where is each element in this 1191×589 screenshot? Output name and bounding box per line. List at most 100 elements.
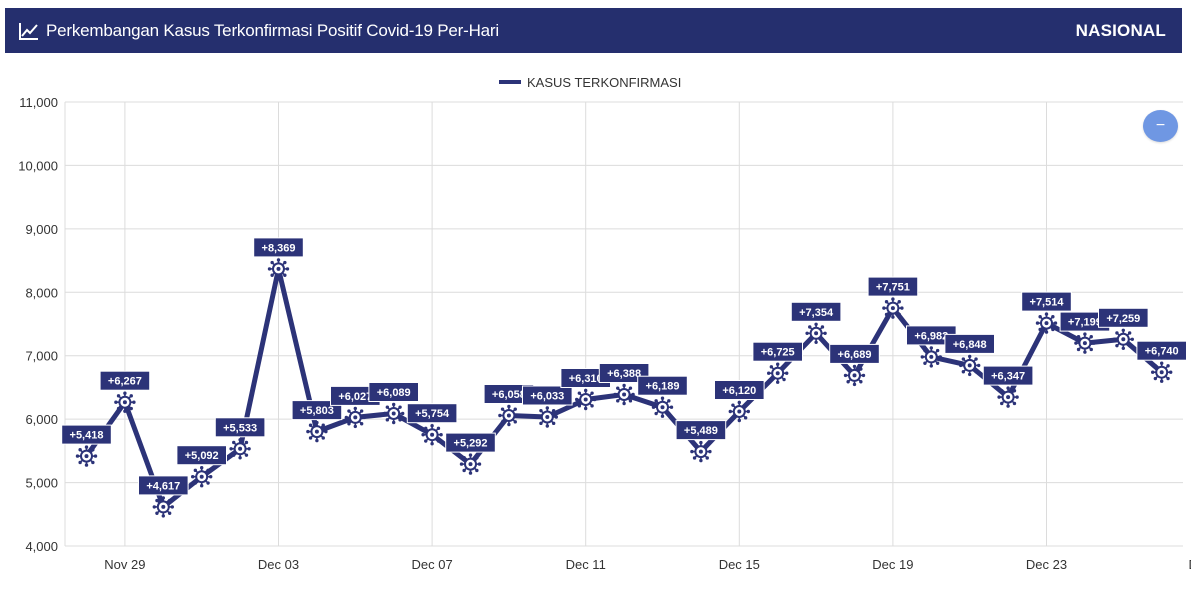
virus-spike-tip bbox=[1035, 321, 1040, 325]
virus-spike-tip bbox=[690, 449, 694, 454]
virus-spike-tip bbox=[91, 460, 95, 465]
virus-core bbox=[353, 415, 358, 420]
virus-spike-tip bbox=[820, 337, 825, 342]
virus-core bbox=[622, 392, 627, 397]
virus-spike-tip bbox=[232, 440, 236, 445]
virus-spike-tip bbox=[1160, 361, 1164, 365]
virus-core bbox=[391, 411, 396, 416]
virus-spike-tip bbox=[1127, 343, 1132, 348]
virus-spike-tip bbox=[767, 371, 771, 375]
data-label-text: +6,388 bbox=[607, 368, 641, 380]
virus-spike-tip bbox=[385, 418, 390, 422]
virus-spike-tip bbox=[897, 300, 901, 304]
virus-spike-tip bbox=[577, 391, 582, 395]
virus-spike-tip bbox=[209, 475, 213, 479]
virus-spike-tip bbox=[78, 448, 82, 452]
virus-spike-tip bbox=[1115, 331, 1119, 335]
virus-marker-icon bbox=[191, 466, 213, 488]
data-label-box bbox=[982, 365, 1034, 386]
data-label-box bbox=[99, 370, 151, 391]
legend[interactable]: KASUS TERKONFIRMASI bbox=[499, 75, 681, 90]
virus-marker-icon bbox=[229, 438, 251, 460]
virus-spike-tip bbox=[539, 421, 543, 426]
virus-spike-tip bbox=[359, 409, 364, 413]
virus-spike-tip bbox=[1012, 401, 1017, 406]
virus-marker-icon bbox=[843, 364, 866, 387]
virus-spike-tip bbox=[91, 448, 95, 452]
axis-layer: 4,000 5,000 6,000 7,000 8,000 9,000 10,000 11,0… bbox=[18, 95, 1191, 572]
virus-spike-tip bbox=[974, 357, 978, 361]
data-label: +6,725 bbox=[752, 341, 804, 362]
virus-spike-tip bbox=[232, 453, 236, 457]
virus-marker-icon bbox=[421, 424, 443, 446]
virus-spike-tip bbox=[584, 388, 588, 393]
virus-spike-tip bbox=[1160, 379, 1164, 383]
data-label: +5,754 bbox=[406, 403, 458, 424]
legend-label: KASUS TERKONFIRMASI bbox=[527, 75, 681, 90]
virus-spike-tip bbox=[545, 406, 549, 410]
virus-spike-tip bbox=[308, 436, 313, 440]
virus-spike-tip bbox=[808, 325, 812, 329]
virus-spike-tip bbox=[308, 423, 313, 427]
data-label-box bbox=[61, 424, 112, 445]
virus-spike-tip bbox=[861, 373, 866, 378]
virus-spike-tip bbox=[475, 468, 479, 473]
virus-spike-tip bbox=[814, 340, 818, 344]
data-label-text: +6,740 bbox=[1145, 346, 1179, 358]
data-label-text: +5,489 bbox=[684, 425, 718, 437]
virus-spike-tip bbox=[359, 422, 364, 426]
data-label: +6,267 bbox=[99, 370, 151, 391]
virus-core bbox=[814, 331, 819, 336]
virus-spike-tip bbox=[1089, 335, 1093, 339]
virus-core bbox=[161, 504, 166, 509]
virus-spike-tip bbox=[728, 409, 732, 414]
virus-spike-tip bbox=[462, 468, 466, 473]
virus-spike-tip bbox=[132, 400, 136, 404]
data-label-box bbox=[714, 380, 765, 400]
virus-spike-tip bbox=[785, 371, 789, 375]
virus-spike-tip bbox=[459, 462, 464, 466]
virus-spike-tip bbox=[1166, 376, 1170, 381]
virus-spike-tip bbox=[823, 331, 827, 335]
virus-spike-tip bbox=[782, 377, 786, 382]
virus-spike-tip bbox=[516, 413, 520, 418]
virus-spike-tip bbox=[929, 364, 933, 368]
data-label: +5,489 bbox=[675, 420, 727, 441]
virus-core bbox=[737, 409, 742, 414]
virus-spike-tip bbox=[1044, 330, 1049, 334]
data-label-text: +7,514 bbox=[1030, 297, 1065, 309]
virus-marker-icon bbox=[920, 346, 942, 368]
data-label-text: +8,369 bbox=[262, 242, 296, 254]
chart-container: 4,000 5,000 6,000 7,000 8,000 9,000 10,000 11,0… bbox=[0, 62, 1191, 584]
virus-spike-tip bbox=[961, 357, 966, 361]
virus-spike-tip bbox=[1127, 331, 1132, 335]
virus-spike-tip bbox=[321, 436, 325, 440]
virus-spike-tip bbox=[324, 429, 328, 434]
data-label-box bbox=[1021, 291, 1072, 312]
data-label-box bbox=[522, 385, 573, 406]
virus-spike-tip bbox=[935, 361, 940, 365]
virus-spike-tip bbox=[891, 315, 895, 319]
data-label: +6,189 bbox=[637, 375, 688, 396]
virus-spike-tip bbox=[1012, 389, 1017, 393]
chart-title: Perkembangan Kasus Terkonfirmasi Positif… bbox=[46, 20, 499, 40]
virus-core bbox=[1121, 337, 1126, 342]
virus-spike-tip bbox=[891, 297, 895, 301]
virus-spike-tip bbox=[191, 475, 195, 479]
virus-spike-tip bbox=[170, 505, 174, 509]
virus-spike-tip bbox=[1074, 341, 1078, 345]
zoom-out-button[interactable]: − bbox=[1143, 110, 1178, 142]
virus-spike-tip bbox=[468, 471, 473, 475]
virus-spike-tip bbox=[238, 456, 242, 460]
virus-spike-tip bbox=[660, 396, 665, 400]
virus-spike-tip bbox=[267, 267, 272, 271]
virus-spike-tip bbox=[123, 391, 127, 395]
virus-spike-tip bbox=[1006, 404, 1010, 408]
virus-spike-tip bbox=[622, 401, 626, 406]
virus-spike-tip bbox=[315, 438, 319, 443]
virus-spike-tip bbox=[116, 406, 121, 411]
virus-spike-tip bbox=[321, 423, 325, 427]
data-label-box bbox=[944, 333, 996, 354]
virus-marker-icon bbox=[575, 388, 597, 411]
virus-core bbox=[1044, 321, 1049, 326]
